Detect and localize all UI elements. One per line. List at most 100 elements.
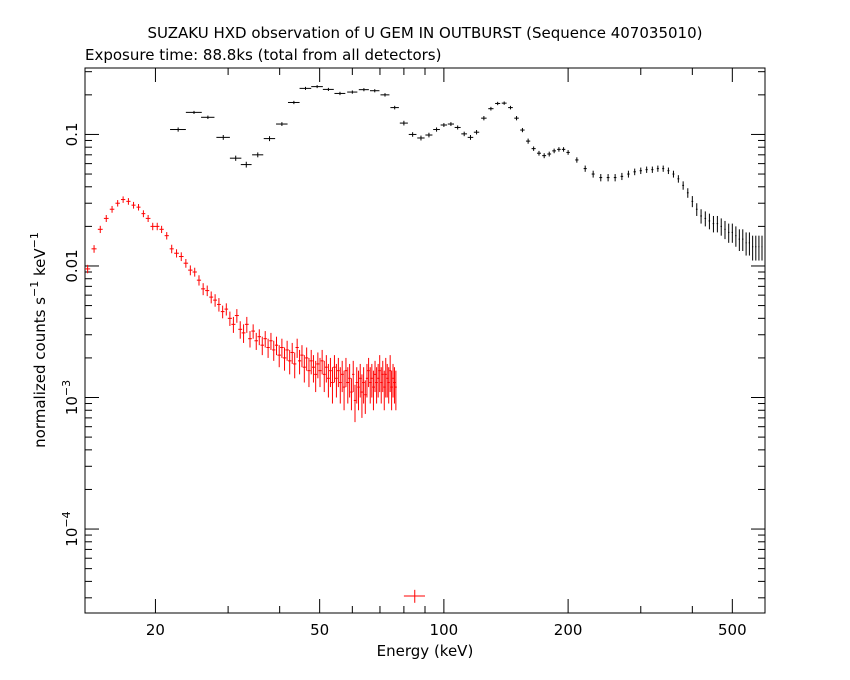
data-point [238, 321, 243, 339]
data-point [254, 332, 259, 350]
data-point [260, 336, 264, 356]
data-point [209, 291, 214, 304]
data-point [728, 223, 730, 243]
data-point [712, 215, 715, 233]
data-point [639, 167, 642, 175]
data-point [350, 378, 353, 411]
data-point [263, 136, 276, 142]
data-point [231, 316, 236, 333]
data-point [300, 345, 304, 368]
data-point [293, 352, 297, 379]
data-point [392, 363, 394, 398]
data-point [514, 116, 519, 121]
data-point [263, 331, 267, 348]
data-point [633, 168, 636, 176]
y-tick-label-base: 10 [63, 528, 81, 547]
data-point [241, 324, 246, 343]
data-point [752, 235, 754, 261]
x-tick-label: 100 [430, 621, 459, 639]
data-point [154, 222, 160, 231]
data-point [287, 349, 292, 375]
chart-title: SUZAKU HXD observation of U GEM IN OUTBU… [148, 24, 703, 42]
data-point [251, 324, 255, 339]
data-point [403, 589, 425, 603]
data-point [348, 363, 351, 398]
data-point [362, 367, 365, 404]
y-axis-label-unit: keV [31, 248, 49, 281]
data-point [252, 152, 264, 158]
y-tick-label: 10−3 [60, 380, 81, 415]
data-point [85, 264, 91, 274]
data-point [115, 200, 120, 207]
data-point [591, 170, 595, 178]
data-point [525, 138, 531, 144]
data-point [196, 275, 202, 286]
y-axis-label: normalized counts s−1 keV−1 [28, 232, 49, 448]
data-point [716, 215, 719, 233]
data-point [381, 360, 384, 393]
data-point [333, 355, 336, 383]
data-point [299, 86, 312, 90]
data-point [378, 355, 381, 393]
data-point [331, 367, 334, 404]
data-point [686, 188, 689, 198]
data-point [311, 355, 315, 383]
data-point [320, 349, 324, 375]
data-point [454, 125, 461, 130]
data-point [531, 146, 536, 151]
data-point [322, 87, 334, 91]
data-point [342, 370, 346, 411]
data-point [380, 93, 390, 97]
data-point [339, 367, 342, 404]
data-point [390, 370, 393, 411]
data-point [488, 106, 494, 111]
data-point [357, 370, 360, 411]
data-point [365, 363, 369, 398]
data-point [433, 127, 440, 132]
data-point [216, 135, 230, 140]
data-point [695, 203, 698, 216]
data-point [704, 211, 707, 227]
data-point [97, 225, 103, 234]
data-point [501, 101, 507, 105]
data-point [324, 355, 328, 383]
data-point [561, 147, 566, 152]
data-point [677, 175, 680, 183]
data-point [508, 105, 513, 110]
data-point [708, 213, 711, 230]
data-point [755, 235, 757, 261]
data-point [257, 329, 262, 346]
data-point [613, 174, 617, 182]
data-point [375, 367, 378, 404]
data-point [318, 357, 322, 388]
data-point [682, 181, 685, 190]
data-point [606, 174, 610, 182]
data-point [387, 367, 390, 404]
data-point [327, 363, 330, 398]
data-point [389, 355, 392, 393]
data-point [178, 252, 184, 262]
data-point [334, 91, 346, 96]
chart-subtitle: Exposure time: 88.8ks (total from all de… [85, 46, 441, 64]
data-point [390, 105, 399, 110]
data-point [380, 367, 383, 404]
plot-frame [84, 67, 766, 614]
data-point [290, 342, 294, 364]
data-point [266, 338, 270, 358]
data-point [651, 166, 654, 173]
data-point [358, 88, 369, 92]
y-axis-label-sup2: −1 [28, 232, 41, 248]
y-tick-label: 0.01 [63, 249, 81, 282]
data-point [272, 340, 276, 361]
data-point [599, 174, 603, 182]
data-point [738, 229, 741, 251]
data-point [297, 349, 302, 375]
data-point [467, 135, 474, 140]
data-point [141, 210, 146, 218]
data-point [217, 298, 221, 312]
data-point [575, 157, 579, 163]
data-point [724, 220, 726, 240]
data-point [408, 132, 417, 137]
data-point [748, 232, 751, 256]
